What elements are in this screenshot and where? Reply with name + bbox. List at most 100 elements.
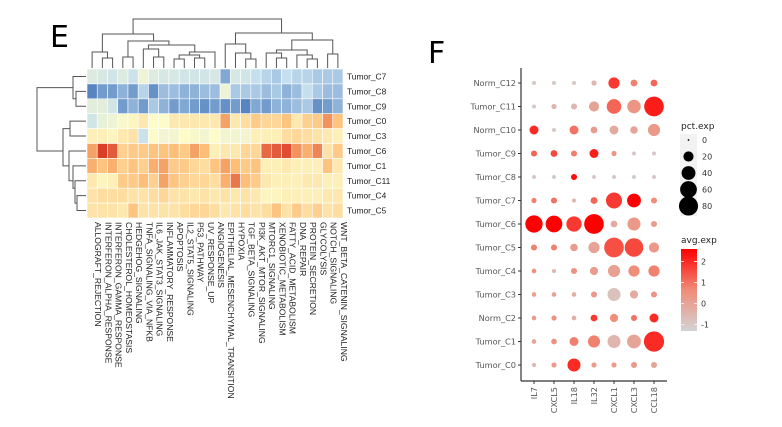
heatmap-row-label: Tumor_C4 <box>347 191 387 201</box>
heatmap-cell <box>107 143 119 159</box>
heatmap-cell <box>240 83 252 100</box>
heatmap-cell <box>332 187 344 204</box>
heatmap-cell <box>178 202 190 219</box>
dot <box>551 362 557 368</box>
dendrogram-branch <box>147 44 196 52</box>
heatmap-cell <box>260 113 272 129</box>
heatmap-cell <box>86 68 98 85</box>
heatmap-cell <box>189 158 200 174</box>
dot <box>607 287 621 302</box>
heatmap-cell <box>209 98 221 115</box>
dendrogram-branch <box>122 56 134 68</box>
heatmap-cell <box>86 128 98 144</box>
dot <box>647 123 661 137</box>
dot <box>651 151 657 156</box>
dot <box>591 174 597 180</box>
heatmap-cell <box>117 143 129 159</box>
heatmap-cell <box>178 128 190 144</box>
dot-plot-x-label: IL18 <box>569 387 579 404</box>
heatmap-cell <box>219 202 231 219</box>
dendrogram-branch <box>245 58 257 68</box>
heatmap-column-label: ALLOGRAFT_REJECTION <box>93 222 103 327</box>
heatmap-cell <box>189 98 200 115</box>
dot <box>648 265 660 277</box>
dot <box>607 264 621 278</box>
dot <box>643 331 665 352</box>
heatmap <box>86 68 344 219</box>
panel-letter-e: E <box>50 20 69 55</box>
heatmap-cell <box>199 187 211 204</box>
heatmap-cell <box>189 173 200 189</box>
heatmap-cell <box>127 173 139 189</box>
heatmap-cell <box>168 128 180 144</box>
heatmap-cell <box>311 128 323 144</box>
dot <box>587 335 601 348</box>
heatmap-cell <box>86 202 98 219</box>
dendrogram-branch <box>101 57 114 68</box>
heatmap-cell <box>148 158 159 174</box>
heatmap-cell <box>240 68 252 85</box>
heatmap-cell <box>178 187 190 204</box>
heatmap-cell <box>322 68 334 85</box>
heatmap-cell <box>199 128 211 144</box>
heatmap-cell <box>209 83 221 100</box>
dot-plot-x-label: CXCL5 <box>549 387 559 413</box>
dot <box>611 362 617 368</box>
heatmap-column-label: PI3K_AKT_MTOR_SIGNALING <box>257 222 267 344</box>
dot <box>648 242 660 253</box>
heatmap-cell <box>107 128 119 144</box>
dot-plot-x-label: CCL18 <box>649 387 659 413</box>
dot <box>566 216 582 232</box>
heatmap-cell <box>271 128 282 144</box>
dot <box>631 151 637 156</box>
heatmap-cell <box>301 83 313 100</box>
heatmap-cell <box>250 128 262 144</box>
heatmap-cell <box>291 202 303 219</box>
dot <box>570 243 578 252</box>
heatmap-cell <box>250 143 262 159</box>
heatmap-cell <box>178 158 190 174</box>
dot <box>590 197 598 204</box>
heatmap-cell <box>271 202 282 219</box>
heatmap-cell <box>127 202 139 219</box>
heatmap-row-label: Tumor_C0 <box>347 116 387 126</box>
dot <box>591 80 597 86</box>
dot <box>591 362 597 368</box>
heatmap-cell <box>332 202 344 219</box>
dot <box>630 361 638 369</box>
heatmap-cell <box>250 202 262 219</box>
dot <box>610 220 618 228</box>
heatmap-cell <box>178 113 190 129</box>
heatmap-cell <box>271 98 282 115</box>
heatmap-cell <box>86 158 98 174</box>
heatmap-cell <box>189 83 200 100</box>
dot-plot-y-label: Tumor_C8 <box>475 172 516 182</box>
heatmap-cell <box>96 128 108 144</box>
heatmap-column-label: HEDGEHOG_SIGNALING <box>134 222 144 324</box>
heatmap-cell <box>219 143 231 159</box>
dot-plot-y-label: Tumor_C6 <box>475 219 516 229</box>
heatmap-cell <box>260 202 272 219</box>
heatmap-column-label: APOPTOSIS <box>175 222 185 272</box>
heatmap-cell <box>301 113 313 129</box>
legend-size-label: 20 <box>702 153 712 162</box>
heatmap-cell <box>168 68 180 85</box>
heatmap-cell <box>281 202 293 219</box>
heatmap-cell <box>322 83 334 100</box>
dot <box>531 268 537 274</box>
heatmap-cell <box>291 158 303 174</box>
heatmap-cell <box>209 68 221 85</box>
dot <box>569 125 579 135</box>
heatmap-cell <box>219 83 231 100</box>
heatmap-cell <box>189 143 200 159</box>
heatmap-cell <box>209 187 221 204</box>
heatmap-cell <box>271 68 282 85</box>
heatmap-cell <box>230 98 241 115</box>
heatmap-column-label: IL2_STAT5_SIGNALING <box>185 222 195 316</box>
heatmap-cell <box>311 187 323 204</box>
dot <box>607 334 621 349</box>
heatmap-cell <box>158 83 170 100</box>
heatmap-cell <box>137 158 149 174</box>
dot <box>627 99 641 114</box>
